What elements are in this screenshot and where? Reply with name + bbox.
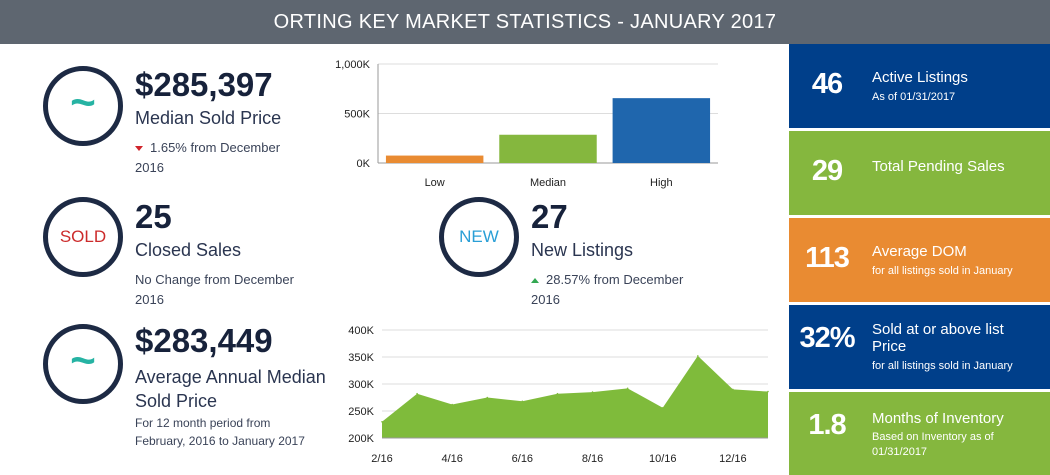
data-point [486,396,489,399]
x-tick-label: Low [425,177,445,189]
tilde-icon: ~ [70,336,96,385]
annual-price-icon-circle: ~ [43,324,123,404]
bar-median [499,134,597,163]
avg-annual-note: For 12 month period from February, 2016 … [135,416,305,448]
active-listings-title: Active Listings [872,69,968,86]
y-tick-label: 200K [348,433,374,445]
data-point [626,387,629,390]
months-inventory-sub: Based on Inventory as of 01/31/2017 [872,431,994,458]
avg-annual-value: $283,449 [135,322,273,359]
new-listings-change: 28.57% from December 2016 [531,272,684,307]
y-tick-label: 0K [357,158,371,170]
up-arrow-icon [531,278,539,284]
data-point [697,355,699,357]
y-tick-label: 350K [348,352,374,364]
tile-months-inventory: 1.8 Months of Inventory Based on Invento… [789,392,1050,475]
y-tick-label: 250K [348,406,374,418]
active-listings-number: 46 [811,68,843,100]
bar-low [385,155,484,163]
sold-at-list-title: Sold at or above list Price [872,321,1004,355]
new-icon-circle: NEW [439,197,519,277]
sold-at-list-number: 32% [799,322,855,354]
down-arrow-icon [135,146,143,152]
median-sold-price-value: $285,397 [135,66,273,103]
tile-sold-at-list: 32% Sold at or above list Price for all l… [789,305,1050,389]
data-point [451,403,453,406]
tilde-icon: ~ [70,78,96,127]
data-point [381,421,383,423]
x-tick-label: 12/16 [719,453,747,465]
price-range-bar-chart: 0K 500K 1,000K Low Median High [335,59,718,189]
sold-at-list-sub: for all listings sold in January [872,360,1013,372]
data-point [732,388,734,391]
y-tick-label: 1,000K [335,59,371,71]
closed-sales-change: No Change from December 2016 [135,272,294,307]
pending-sales-number: 29 [811,155,843,187]
median-price-area-chart: 200K 250K 300K 350K 400K 2/16 4/16 6/16 8/16 10/1… [348,325,769,465]
x-tick-label: 10/16 [649,453,677,465]
data-point [556,392,559,395]
months-inventory-number: 1.8 [808,409,846,441]
data-point [416,392,418,395]
active-listings-sub: As of 01/31/2017 [872,91,956,103]
area-series [382,355,768,438]
new-icon: NEW [459,227,499,246]
x-tick-label: High [650,177,673,189]
median-price-icon-circle: ~ [43,66,123,146]
x-tick-label: 4/16 [441,453,462,465]
data-point [591,391,594,393]
y-tick-label: 400K [348,325,374,337]
pending-sales-title: Total Pending Sales [872,158,1005,175]
x-tick-label: 2/16 [371,453,392,465]
closed-sales-label: Closed Sales [135,240,242,260]
data-point [767,390,769,393]
page-title: ORTING KEY MARKET STATISTICS - JANUARY 2… [273,11,777,33]
tile-active-listings: 46 Active Listings As of 01/31/2017 [789,44,1050,128]
median-sold-price-label: Median Sold Price [135,108,282,128]
average-dom-sub: for all listings sold in January [872,265,1013,277]
y-tick-label: 500K [344,109,370,121]
x-tick-label: 6/16 [512,453,533,465]
data-point [661,406,664,409]
tile-average-dom: 113 Average DOM for all listings sold in… [789,218,1050,302]
x-tick-label: 8/16 [582,453,603,465]
new-listings-label: New Listings [531,240,634,260]
x-tick-label: Median [530,177,566,189]
average-dom-title: Average DOM [872,243,967,260]
closed-sales-value: 25 [135,198,172,235]
months-inventory-title: Months of Inventory [872,410,1004,427]
bar-high [612,98,711,163]
avg-annual-label: Average Annual Median Sold Price [135,367,326,411]
average-dom-number: 113 [805,242,850,274]
tile-pending-sales: 29 Total Pending Sales [789,131,1050,215]
sold-icon-circle: SOLD [43,197,123,277]
median-sold-price-change: 1.65% from December 2016 [135,140,281,175]
page-header: ORTING KEY MARKET STATISTICS - JANUARY 2… [0,0,1050,44]
sold-icon: SOLD [59,227,107,246]
new-listings-value: 27 [531,198,568,235]
y-tick-label: 300K [348,379,374,391]
data-point [521,400,524,403]
